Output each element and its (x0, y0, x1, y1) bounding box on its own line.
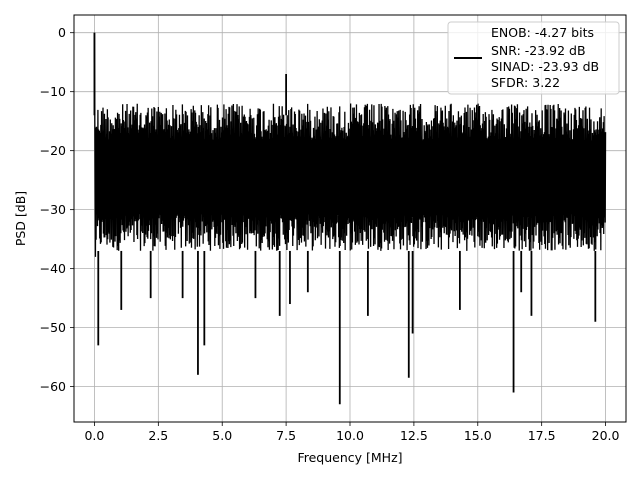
x-tick-label: 7.5 (276, 428, 296, 443)
x-tick-label: 20.0 (592, 428, 620, 443)
x-tick-label: 15.0 (464, 428, 492, 443)
x-tick-label: 17.5 (528, 428, 556, 443)
y-tick-label: −20 (40, 143, 66, 158)
legend-box (447, 21, 620, 95)
y-tick-label: −60 (40, 379, 66, 394)
x-tick-label: 2.5 (148, 428, 168, 443)
x-axis-ticks: 0.0 2.5 5.0 7.5 10.0 12.5 15.0 17.5 20.0 (84, 422, 620, 443)
x-tick-label: 10.0 (336, 428, 364, 443)
x-axis-label: Frequency [MHz] (297, 450, 402, 465)
legend-sinad: SINAD: -23.93 dB (491, 59, 599, 74)
x-tick-label: 0.0 (84, 428, 104, 443)
x-tick-label: 12.5 (400, 428, 428, 443)
y-axis-label: PSD [dB] (13, 191, 28, 246)
x-tick-label: 5.0 (212, 428, 232, 443)
legend: ENOB: -4.27 bits SNR: -23.92 dB SINAD: -… (447, 21, 620, 95)
legend-snr: SNR: -23.92 dB (491, 43, 586, 58)
y-tick-label: −10 (40, 84, 66, 99)
y-axis-ticks: 0 −10 −20 −30 −40 −50 −60 (40, 25, 74, 394)
y-tick-label: −40 (40, 261, 66, 276)
y-tick-label: −30 (40, 202, 66, 217)
y-tick-label: 0 (58, 25, 66, 40)
legend-enob: ENOB: -4.27 bits (491, 25, 594, 40)
legend-sfdr: SFDR: 3.22 (491, 75, 560, 90)
psd-trace (93, 32, 607, 257)
y-tick-label: −50 (40, 320, 66, 335)
psd-series (93, 32, 607, 405)
